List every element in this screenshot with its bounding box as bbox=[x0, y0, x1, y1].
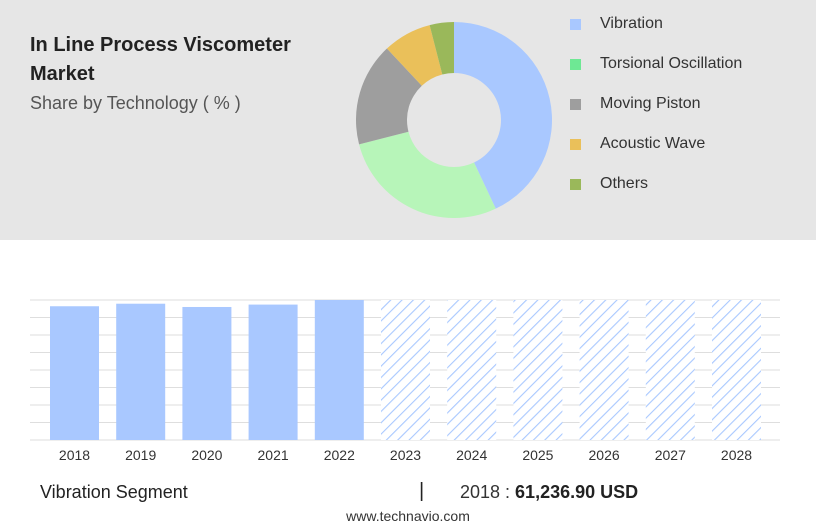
forecast-bar-2025 bbox=[513, 300, 563, 440]
segment-value: 2018 : 61,236.90 USD bbox=[460, 482, 638, 503]
donut-slice-others bbox=[429, 22, 454, 75]
bar-2018 bbox=[50, 306, 99, 440]
footer-separator: | bbox=[419, 480, 425, 502]
x-tick-label: 2018 bbox=[59, 447, 90, 463]
legend-label: Torsional Oscillation bbox=[600, 55, 743, 72]
x-tick-label: 2022 bbox=[324, 447, 355, 463]
legend-swatch bbox=[570, 179, 581, 190]
x-tick-label: 2021 bbox=[258, 447, 289, 463]
forecast-bar-2024 bbox=[447, 300, 497, 440]
donut-chart bbox=[356, 22, 552, 218]
bar-2020 bbox=[182, 306, 232, 440]
bar-2019 bbox=[116, 303, 166, 440]
forecast-bar-2023 bbox=[381, 300, 430, 440]
donut-slice-torsional-oscillation bbox=[359, 131, 496, 218]
segment-amount: 61,236.90 USD bbox=[515, 482, 639, 502]
bar-2022 bbox=[314, 300, 364, 440]
x-tick-label: 2024 bbox=[456, 447, 487, 463]
x-tick-label: 2028 bbox=[721, 447, 752, 463]
forecast-bar-2027 bbox=[645, 300, 695, 440]
donut-slice-vibration bbox=[454, 22, 552, 209]
x-tick-label: 2026 bbox=[589, 447, 620, 463]
x-tick-label: 2019 bbox=[125, 447, 156, 463]
legend-swatch bbox=[570, 59, 581, 70]
bar-2021 bbox=[248, 304, 298, 440]
legend-label: Acoustic Wave bbox=[600, 135, 706, 152]
forecast-bar-2028 bbox=[712, 300, 761, 440]
legend-swatch bbox=[570, 139, 581, 150]
legend-swatch bbox=[570, 99, 581, 110]
legend-label: Vibration bbox=[600, 15, 663, 32]
source-link[interactable]: www.technavio.com bbox=[346, 508, 470, 524]
donut-slice-moving-piston bbox=[356, 48, 422, 145]
x-tick-label: 2023 bbox=[390, 447, 421, 463]
chart-subtitle: Share by Technology ( % ) bbox=[30, 93, 241, 113]
forecast-bar-2026 bbox=[579, 300, 629, 440]
bar-chart: 2018 2019 2020 2021 2022 2023 2024 2025 2026 2027… bbox=[30, 299, 780, 463]
x-tick-label: 2020 bbox=[191, 447, 222, 463]
x-tick-label: 2027 bbox=[655, 447, 686, 463]
x-tick-label: 2025 bbox=[522, 447, 553, 463]
segment-label: Vibration Segment bbox=[40, 482, 188, 502]
legend-swatch bbox=[570, 19, 581, 30]
chart-title: In Line Process Viscometer Market bbox=[30, 34, 291, 85]
donut-slice-acoustic-wave bbox=[386, 25, 443, 86]
legend-label: Others bbox=[600, 175, 649, 192]
legend-label: Moving Piston bbox=[600, 95, 701, 112]
segment-year: 2018 : bbox=[460, 482, 516, 502]
